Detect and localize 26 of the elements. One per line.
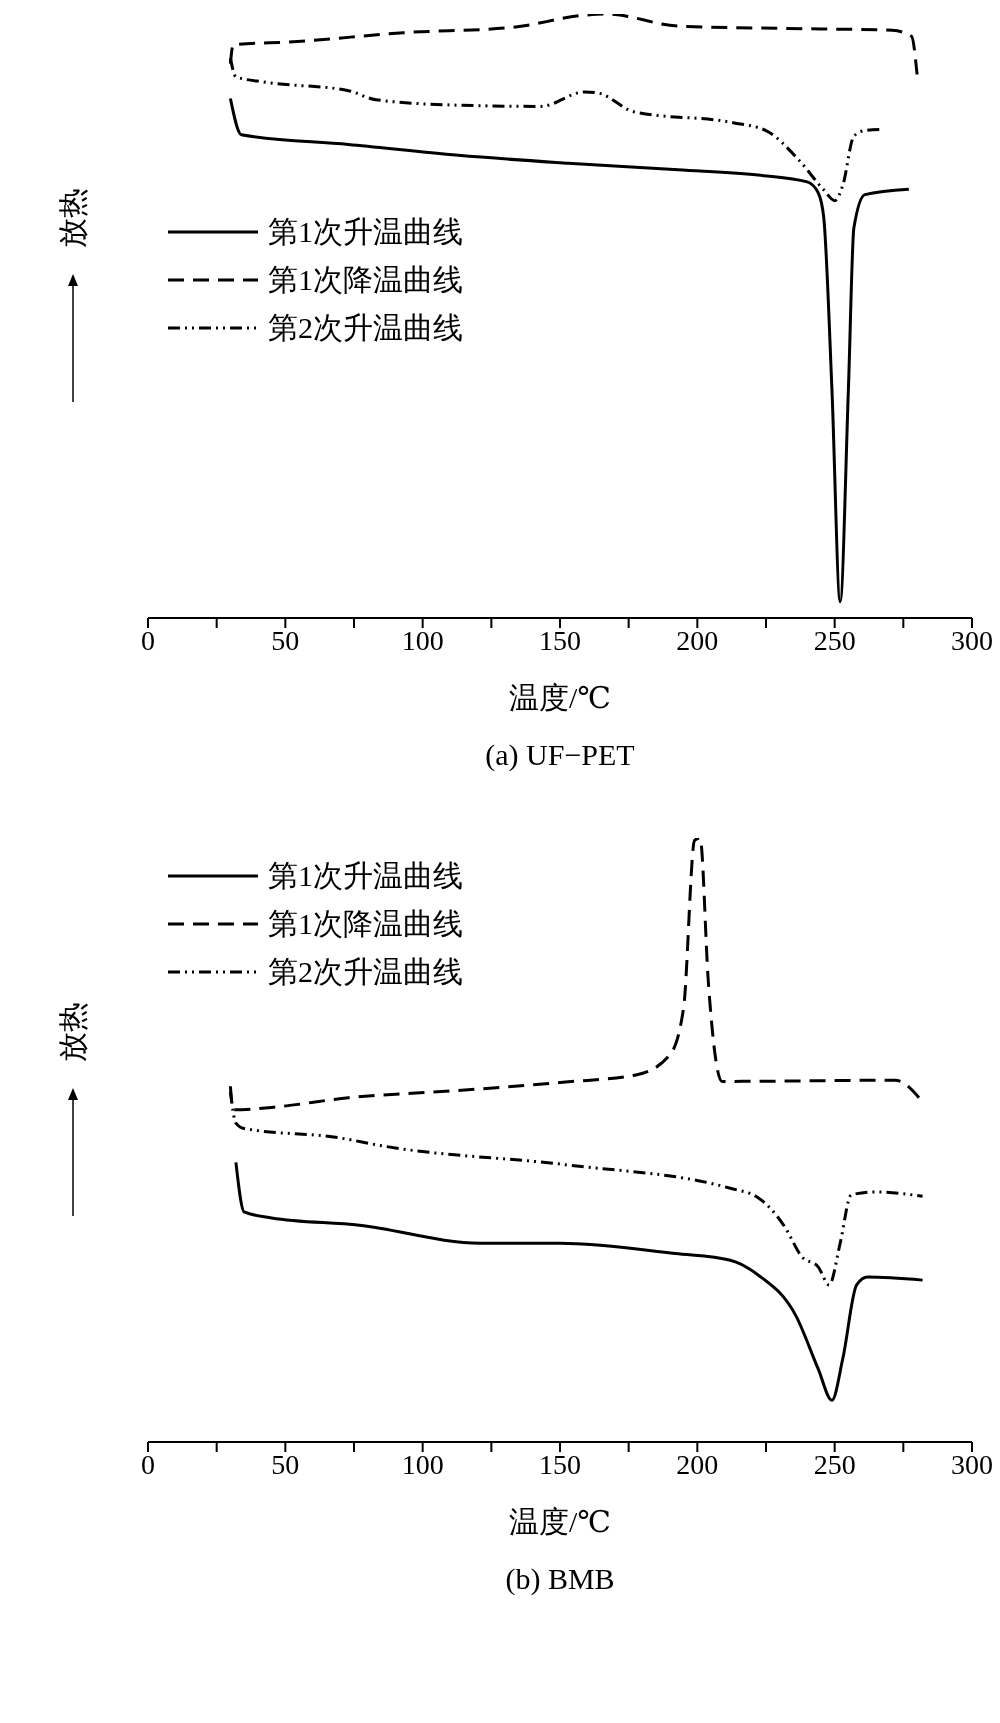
- x-tick-label: 200: [676, 1448, 719, 1480]
- legend-label: 第1次降温曲线: [268, 905, 463, 942]
- x-tick-label: 300: [951, 1448, 993, 1480]
- x-tick-label: 200: [676, 624, 719, 656]
- x-tick-label: 250: [813, 1448, 856, 1480]
- text: (a) UF−PET: [484, 738, 636, 772]
- x-tick-label: 100: [401, 1448, 444, 1480]
- y-axis-title: 放热: [56, 188, 89, 248]
- x-tick-label: 150: [539, 1448, 581, 1480]
- x-tick-label: 50: [271, 624, 300, 656]
- x-tick-label: 100: [401, 624, 444, 656]
- x-tick-label: 150: [539, 624, 581, 656]
- x-axis-title: 温度/℃: [509, 681, 611, 714]
- legend-label: 第1次降温曲线: [268, 261, 463, 298]
- legend-label: 第1次升温曲线: [268, 857, 463, 894]
- x-tick-label: 300: [951, 624, 993, 656]
- x-tick-label: 50: [271, 1448, 300, 1480]
- x-tick-label: 250: [813, 624, 856, 656]
- x-axis-title: 温度/℃: [509, 1505, 611, 1538]
- text: (b) BMB: [504, 1562, 616, 1596]
- x-tick-label: 0: [141, 624, 155, 656]
- legend-label: 第2次升温曲线: [268, 953, 463, 990]
- x-tick-label: 0: [141, 1448, 155, 1480]
- legend-label: 第2次升温曲线: [268, 309, 463, 346]
- y-axis-title: 放热: [56, 1002, 89, 1062]
- legend-label: 第1次升温曲线: [268, 213, 463, 250]
